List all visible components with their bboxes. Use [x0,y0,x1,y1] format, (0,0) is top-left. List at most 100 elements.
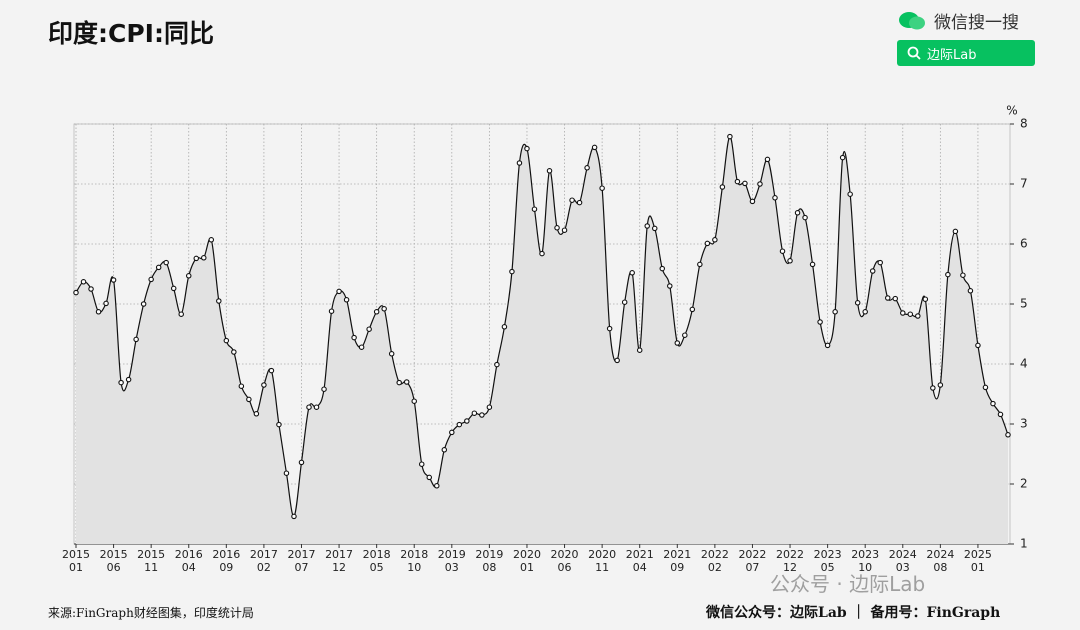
point [599,185,605,191]
area [76,136,1008,544]
point [170,285,177,292]
y-tick-label: 3 [1020,417,1028,431]
point [486,404,493,410]
point [576,199,583,206]
x-tick-label: 2016 09 [212,548,241,574]
point [606,325,613,332]
x-tick-label: 2017 12 [325,548,354,574]
y-tick-label: 7 [1020,177,1028,191]
point [614,357,620,364]
x-tick-label: 2025 01 [963,548,992,574]
search-brand: 微信搜一搜 [898,8,1019,33]
y-tick-label: 6 [1020,237,1028,251]
x-tick-label: 2022 07 [738,548,767,574]
point [697,261,703,268]
point [246,396,252,403]
point [434,483,440,489]
point [682,332,688,338]
point [907,311,914,317]
point [1005,432,1011,438]
point [749,198,756,205]
point [148,276,154,283]
y-tick-label: 1 [1020,537,1028,551]
point [118,379,124,386]
point [659,265,666,272]
wechat-logo [899,11,925,29]
point [975,342,981,349]
point [456,421,463,428]
point [494,361,500,368]
point [418,461,425,467]
point [321,386,327,392]
point [990,400,996,407]
point [817,319,823,325]
search-button[interactable]: 边际Lab [897,40,1035,66]
x-tick-label: 2019 03 [437,548,466,574]
y-tick-label: 8 [1020,117,1028,131]
x-tick-label: 2021 09 [663,548,692,574]
point [381,306,387,312]
point [388,351,395,357]
point [140,301,147,307]
point [862,309,868,315]
point [667,283,673,289]
x-tick-label: 2018 05 [362,548,391,574]
point [306,404,312,410]
point [719,184,726,190]
point [779,248,786,254]
point [268,367,275,374]
x-tick-label: 2018 10 [400,548,429,574]
point [539,250,545,257]
point [960,272,966,278]
x-tick-label: 2022 02 [700,548,729,574]
point [208,237,215,243]
y-tick-label: 2 [1020,477,1028,491]
point [854,300,861,306]
point [832,309,838,315]
point [982,384,989,391]
search-icon [907,46,921,60]
point [584,165,590,171]
brand-text: 微信搜一搜 [934,13,1019,33]
x-tick-label: 2016 04 [174,548,203,574]
point [313,404,320,410]
point [426,474,433,481]
point [411,398,417,404]
point [734,178,741,185]
point [193,255,200,262]
point [712,237,718,243]
x-tick-label: 2017 02 [249,548,278,574]
point [464,418,470,424]
point [125,376,132,383]
point [80,279,87,285]
point [945,271,951,278]
point [343,297,350,303]
button-text: 边际Lab [927,47,977,63]
y-tick-label: 4 [1020,357,1028,371]
point [201,255,207,261]
point [997,411,1004,418]
point [403,379,410,385]
point [651,225,658,232]
point [561,227,568,233]
point [847,191,853,197]
point [110,277,117,283]
credit: 微信公众号：边际Lab ｜ 备用号：FinGraph [706,605,1001,621]
point [88,286,94,292]
title: 印度:CPI:同比 [48,19,214,48]
point [967,288,974,294]
point [328,308,335,314]
x-tick-label: 2020 01 [512,548,541,574]
point [479,412,485,418]
point [449,429,455,436]
x-tick-label: 2015 06 [99,548,128,574]
point [839,154,846,161]
point [501,324,508,330]
point [900,310,906,316]
point [869,268,876,274]
point [298,459,305,466]
point [358,344,365,350]
x-tick-label: 2024 03 [888,548,917,574]
point [930,385,936,391]
x-tick-label: 2015 01 [62,548,90,574]
